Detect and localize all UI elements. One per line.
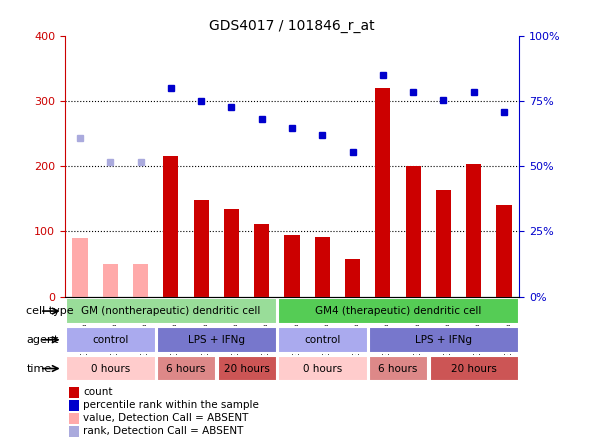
Text: time: time: [27, 364, 51, 373]
Text: LPS + IFNg: LPS + IFNg: [188, 335, 245, 345]
Bar: [70, 387, 80, 397]
Bar: [133, 264, 148, 297]
Bar: [224, 209, 239, 297]
Text: 0 hours: 0 hours: [91, 364, 130, 373]
Text: control: control: [304, 335, 340, 345]
Bar: [66, 327, 156, 353]
Text: 6 hours: 6 hours: [378, 364, 418, 373]
Text: control: control: [92, 335, 129, 345]
Text: value, Detection Call = ABSENT: value, Detection Call = ABSENT: [83, 413, 248, 424]
Text: GM4 (therapeutic) dendritic cell: GM4 (therapeutic) dendritic cell: [315, 306, 481, 316]
Bar: [157, 356, 217, 381]
Text: GM (nontherapeutic) dendritic cell: GM (nontherapeutic) dendritic cell: [81, 306, 261, 316]
Bar: [278, 356, 368, 381]
Text: cell type: cell type: [27, 306, 74, 316]
Bar: [66, 298, 277, 324]
Bar: [345, 259, 360, 297]
Text: 20 hours: 20 hours: [451, 364, 497, 373]
Bar: [375, 88, 391, 297]
Bar: [497, 205, 512, 297]
Bar: [103, 264, 118, 297]
Text: percentile rank within the sample: percentile rank within the sample: [83, 400, 259, 410]
Bar: [66, 356, 156, 381]
Bar: [194, 200, 209, 297]
Bar: [218, 356, 277, 381]
Bar: [430, 356, 519, 381]
Bar: [369, 327, 519, 353]
Title: GDS4017 / 101846_r_at: GDS4017 / 101846_r_at: [209, 19, 375, 33]
Bar: [70, 426, 80, 437]
Text: rank, Detection Call = ABSENT: rank, Detection Call = ABSENT: [83, 427, 244, 436]
Bar: [278, 298, 519, 324]
Bar: [315, 237, 330, 297]
Bar: [284, 235, 300, 297]
Text: 20 hours: 20 hours: [224, 364, 270, 373]
Bar: [369, 356, 428, 381]
Text: agent: agent: [27, 335, 58, 345]
Bar: [70, 400, 80, 411]
Bar: [436, 190, 451, 297]
Bar: [406, 166, 421, 297]
Text: count: count: [83, 387, 113, 397]
Bar: [157, 327, 277, 353]
Bar: [466, 164, 481, 297]
Bar: [254, 224, 270, 297]
Bar: [70, 413, 80, 424]
Text: 6 hours: 6 hours: [166, 364, 206, 373]
Text: LPS + IFNg: LPS + IFNg: [415, 335, 472, 345]
Bar: [163, 156, 179, 297]
Bar: [73, 238, 87, 297]
Text: 0 hours: 0 hours: [303, 364, 342, 373]
Bar: [278, 327, 368, 353]
